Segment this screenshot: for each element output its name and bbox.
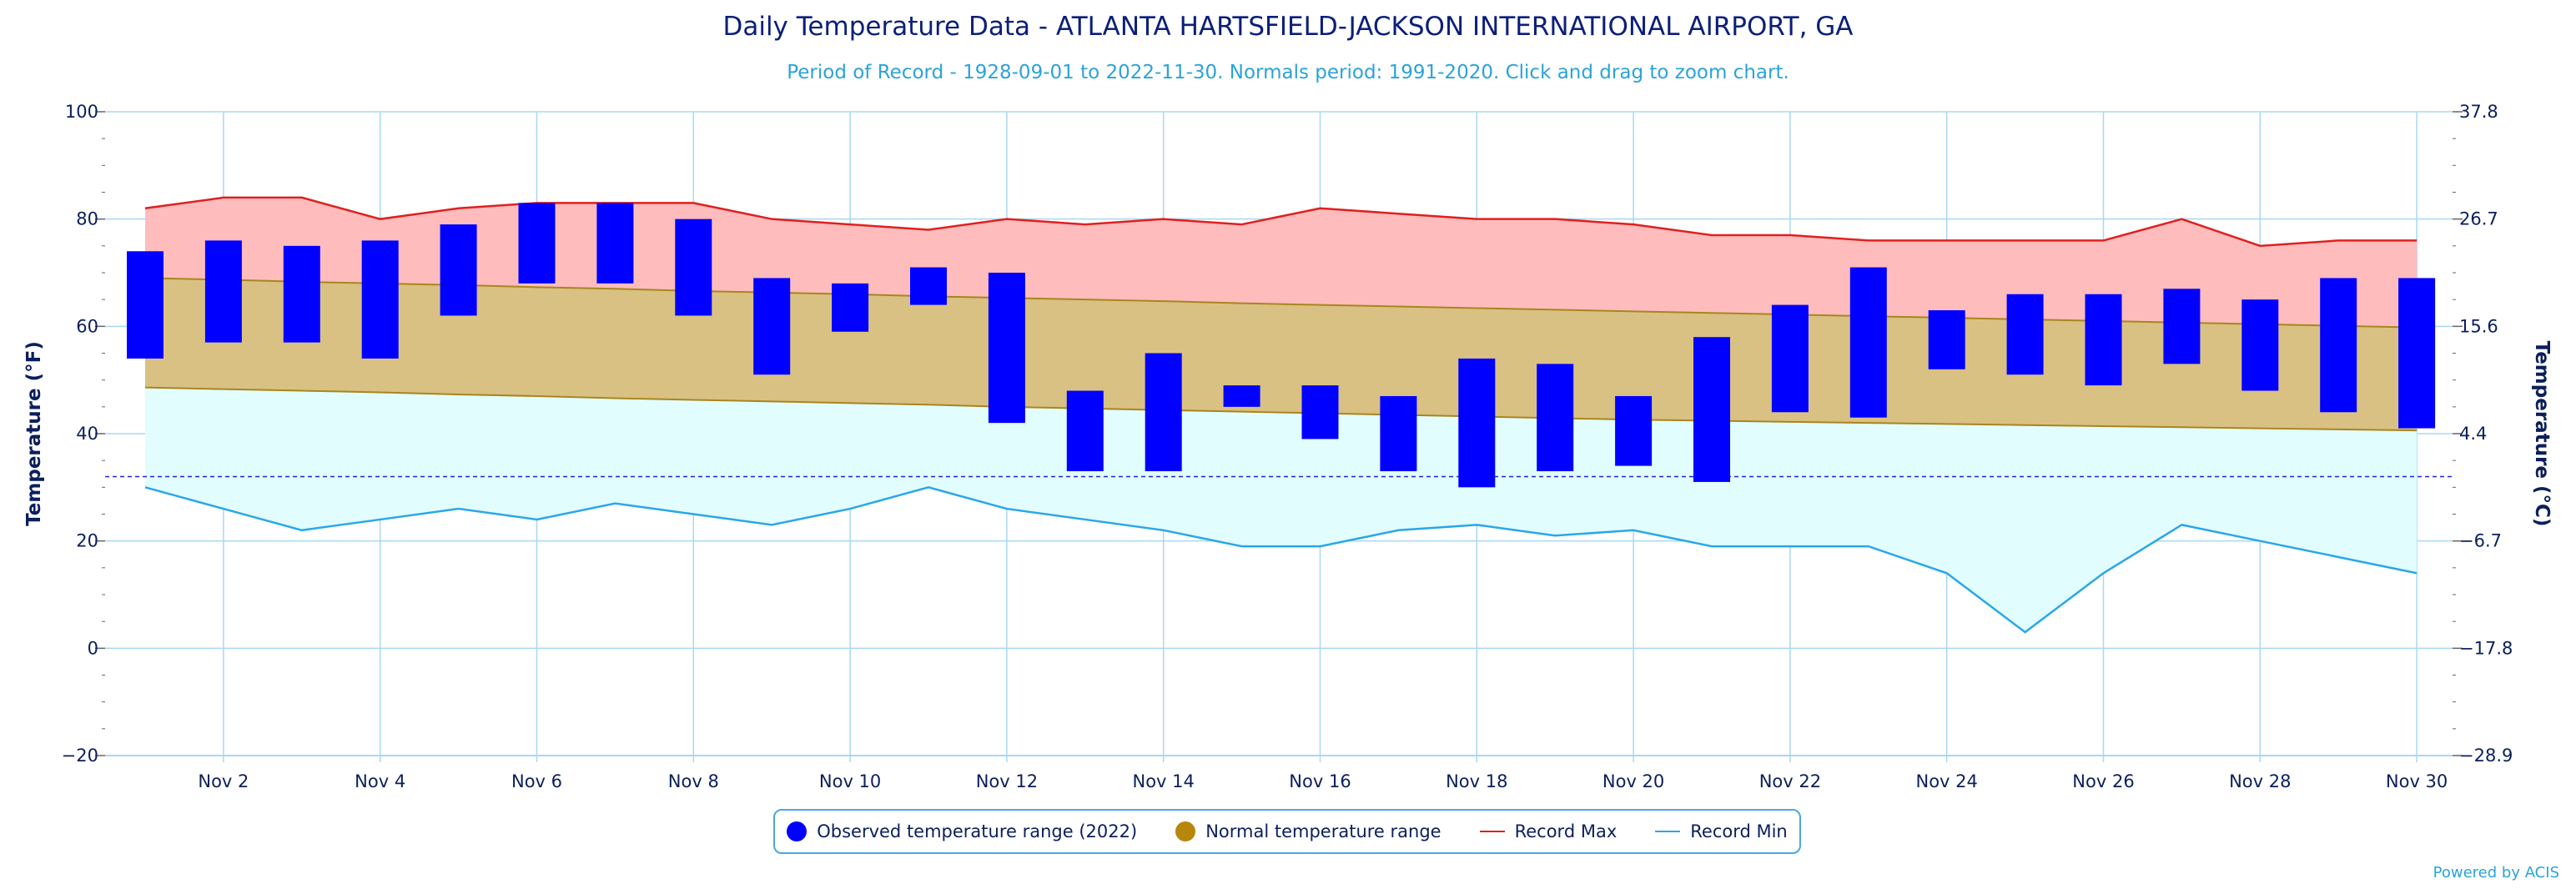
record-max-line-icon bbox=[1479, 831, 1505, 832]
observed-bar[interactable] bbox=[1693, 337, 1730, 482]
observed-bar[interactable] bbox=[2320, 278, 2357, 413]
legend-label: Normal temperature range bbox=[1205, 821, 1441, 841]
y-tick-label: −20 bbox=[62, 746, 98, 766]
record-min-area bbox=[145, 387, 2418, 633]
y2-tick-label: −28.9 bbox=[2459, 746, 2513, 766]
observed-bar[interactable] bbox=[127, 251, 164, 359]
x-tick-label: Nov 6 bbox=[511, 771, 562, 791]
y-tick-label: 60 bbox=[76, 316, 98, 336]
normal-dot-icon bbox=[1175, 821, 1196, 841]
observed-bar[interactable] bbox=[1380, 395, 1417, 472]
x-tick-label: Nov 24 bbox=[1916, 771, 1978, 791]
x-tick-label: Nov 22 bbox=[1759, 771, 1821, 791]
y2-tick-label: 4.4 bbox=[2459, 424, 2487, 444]
observed-bar[interactable] bbox=[2241, 299, 2279, 391]
legend-item-record-min[interactable]: Record Min bbox=[1655, 821, 1788, 841]
observed-bar[interactable] bbox=[832, 283, 869, 332]
observed-bar[interactable] bbox=[1223, 385, 1260, 407]
y2-tick-label: 15.6 bbox=[2459, 316, 2498, 336]
x-tick-label: Nov 30 bbox=[2386, 771, 2448, 791]
chart-subtitle: Period of Record - 1928-09-01 to 2022-11… bbox=[787, 62, 1789, 83]
y2-tick-label: −17.8 bbox=[2459, 638, 2513, 658]
credit-link[interactable]: Powered by ACIS bbox=[2433, 864, 2559, 881]
x-tick-label: Nov 2 bbox=[198, 771, 249, 791]
observed-bar[interactable] bbox=[440, 224, 477, 316]
x-tick-label: Nov 26 bbox=[2072, 771, 2134, 791]
x-tick-label: Nov 20 bbox=[1602, 771, 1664, 791]
observed-bar[interactable] bbox=[910, 267, 947, 305]
legend-item-record-max[interactable]: Record Max bbox=[1479, 821, 1618, 841]
observed-bar[interactable] bbox=[675, 218, 712, 316]
observed-bar[interactable] bbox=[1537, 364, 1574, 472]
chart-title: Daily Temperature Data - ATLANTA HARTSFI… bbox=[722, 12, 1854, 42]
observed-dot-icon bbox=[787, 821, 808, 841]
observed-bars[interactable] bbox=[127, 203, 2436, 488]
x-tick-label: Nov 4 bbox=[355, 771, 405, 791]
legend-label: Observed temperature range (2022) bbox=[817, 821, 1138, 841]
observed-bar[interactable] bbox=[2085, 294, 2122, 386]
legend-label: Record Min bbox=[1690, 821, 1788, 841]
y-tick-label: 80 bbox=[76, 209, 98, 229]
legend-item-observed[interactable]: Observed temperature range (2022) bbox=[787, 821, 1137, 841]
legend-label: Record Max bbox=[1514, 821, 1618, 841]
axes: 100 37.8 80 26.7 60 15.6 40 4.4 20 −6.7 0 −17.8 −20 −… bbox=[62, 102, 2513, 791]
x-tick-label: Nov 14 bbox=[1133, 771, 1195, 791]
observed-bar[interactable] bbox=[1928, 310, 1965, 369]
record-min-line bbox=[144, 486, 2418, 634]
record-max-area bbox=[145, 197, 2418, 328]
y-tick-label: 40 bbox=[76, 424, 98, 444]
observed-bar[interactable] bbox=[204, 240, 242, 343]
observed-bar[interactable] bbox=[1458, 358, 1496, 488]
observed-bar[interactable] bbox=[1301, 385, 1339, 439]
x-tick-label: Nov 8 bbox=[668, 771, 719, 791]
observed-bar[interactable] bbox=[283, 245, 320, 343]
normal-low-line bbox=[144, 386, 2418, 432]
observed-bar[interactable] bbox=[596, 203, 634, 284]
observed-bar[interactable] bbox=[1615, 395, 1653, 466]
observed-bar[interactable] bbox=[1066, 390, 1104, 472]
legend-item-normal[interactable]: Normal temperature range bbox=[1175, 821, 1441, 841]
chart-legend: Observed temperature range (2022) Normal… bbox=[773, 809, 1801, 854]
y2-axis-label: Temperature (°C) bbox=[2531, 341, 2553, 527]
observed-bar[interactable] bbox=[518, 203, 556, 284]
observed-bar[interactable] bbox=[1771, 304, 1809, 413]
observed-bar[interactable] bbox=[753, 278, 791, 375]
x-tick-label: Nov 12 bbox=[976, 771, 1038, 791]
x-tick-label: Nov 18 bbox=[1446, 771, 1507, 791]
y2-tick-label: 26.7 bbox=[2459, 209, 2498, 229]
observed-bar[interactable] bbox=[2006, 294, 2044, 375]
y2-tick-label: 37.8 bbox=[2459, 102, 2498, 122]
record-min-line-icon bbox=[1655, 831, 1681, 832]
y-tick-label: 0 bbox=[88, 638, 98, 658]
y2-tick-label: −6.7 bbox=[2459, 531, 2502, 551]
record-and-normal-areas bbox=[145, 197, 2418, 633]
observed-bar[interactable] bbox=[2398, 278, 2436, 429]
y-tick-label: 100 bbox=[65, 102, 98, 122]
observed-bar[interactable] bbox=[1145, 353, 1182, 472]
x-tick-label: Nov 16 bbox=[1289, 771, 1351, 791]
observed-bar[interactable] bbox=[1849, 267, 1887, 418]
observed-bar[interactable] bbox=[2163, 289, 2201, 364]
x-tick-label: Nov 28 bbox=[2229, 771, 2291, 791]
y-tick-label: 20 bbox=[76, 531, 98, 551]
observed-bar[interactable] bbox=[988, 273, 1025, 424]
y-axis-label: Temperature (°F) bbox=[23, 341, 45, 526]
x-tick-label: Nov 10 bbox=[819, 771, 881, 791]
observed-bar[interactable] bbox=[361, 240, 399, 359]
